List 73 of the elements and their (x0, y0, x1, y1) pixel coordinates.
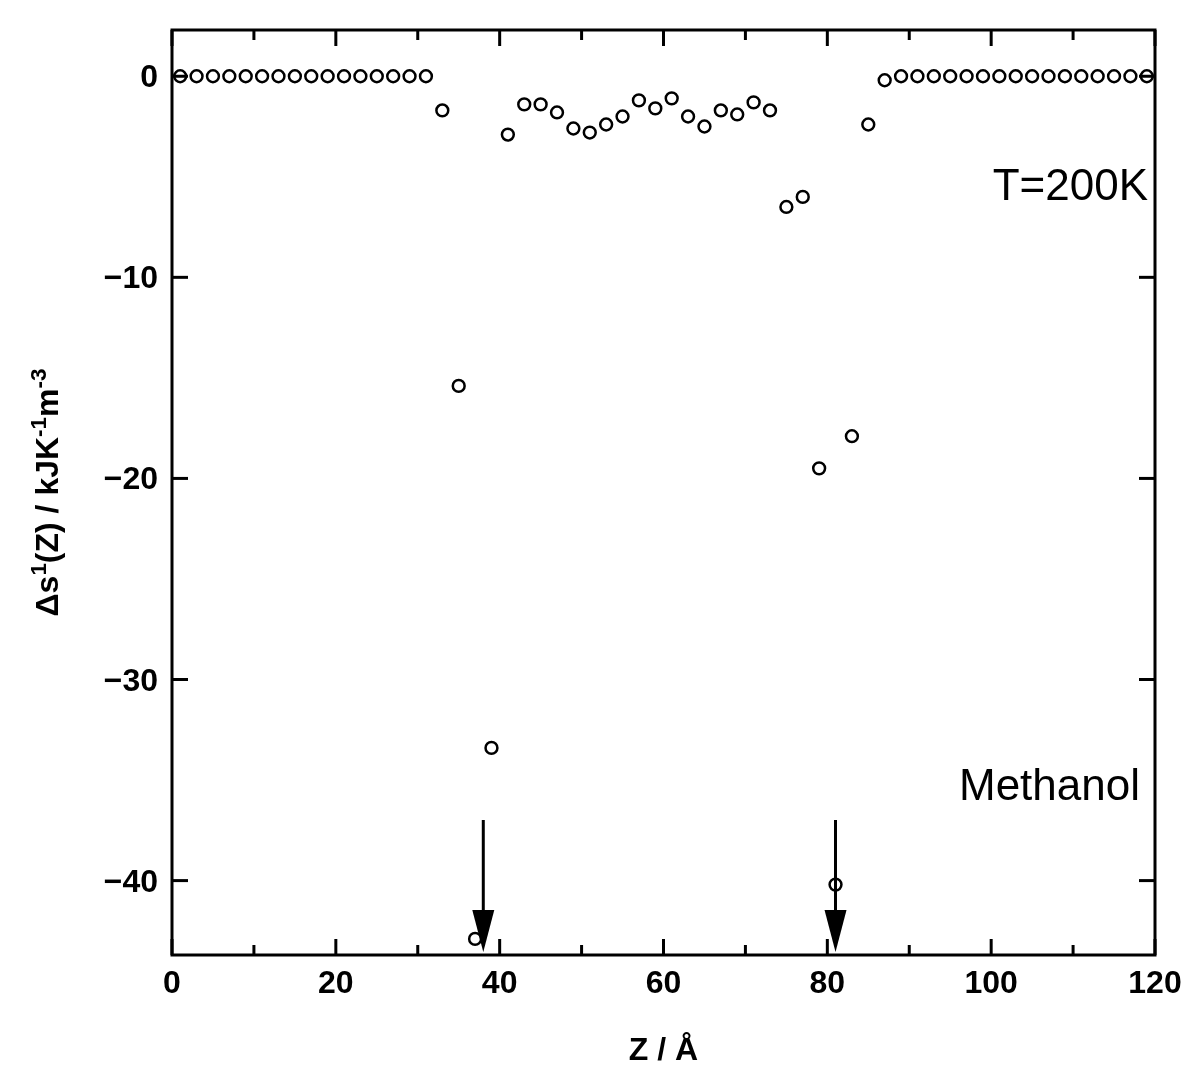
point (1024, 69, 1040, 84)
point (566, 121, 581, 136)
annotation: Methanol (958, 760, 1140, 809)
point (386, 69, 401, 84)
point (959, 69, 974, 84)
point (664, 91, 679, 106)
point (1008, 69, 1023, 84)
point (418, 69, 434, 84)
point (238, 69, 253, 84)
point (222, 69, 237, 84)
point (173, 69, 188, 84)
point (1090, 69, 1105, 84)
point (861, 117, 876, 132)
point (893, 69, 909, 84)
point (402, 69, 417, 84)
point (435, 103, 450, 118)
point (910, 69, 925, 84)
annotation: T=200K (992, 160, 1148, 209)
point (762, 103, 778, 118)
y-tick-label: −30 (103, 661, 158, 698)
x-axis-title: Z / Å (628, 1031, 699, 1067)
point (992, 69, 1007, 84)
x-tick-label: 80 (809, 964, 846, 1000)
point (598, 117, 614, 132)
point (877, 73, 892, 88)
x-tick-label: 60 (645, 964, 682, 1000)
point (844, 429, 860, 444)
point (1074, 69, 1089, 84)
y-tick-label: −10 (103, 259, 158, 296)
point (336, 69, 352, 84)
point (549, 105, 565, 120)
point (680, 109, 696, 124)
x-tick-label: 0 (163, 964, 181, 1000)
y-tick-label: 0 (140, 58, 158, 95)
x-tick-label: 100 (964, 964, 1018, 1000)
point (304, 69, 319, 84)
point (713, 103, 729, 118)
point (1041, 69, 1056, 84)
point (648, 101, 663, 116)
x-tick-label: 120 (1128, 964, 1182, 1000)
point (1106, 69, 1122, 84)
point (631, 93, 647, 108)
point (287, 69, 303, 84)
point (975, 69, 991, 84)
point (926, 69, 941, 84)
x-tick-label: 40 (481, 964, 518, 1000)
point (451, 378, 466, 394)
point (271, 69, 286, 84)
point (582, 125, 597, 140)
point (1057, 69, 1073, 84)
point (795, 189, 810, 205)
x-tick-label: 20 (318, 964, 354, 1000)
point (320, 69, 335, 84)
point (353, 69, 368, 84)
point (205, 69, 221, 84)
point (746, 95, 761, 110)
point (500, 127, 516, 142)
point (779, 199, 794, 215)
point (730, 107, 745, 122)
point (697, 119, 712, 134)
point (943, 69, 958, 84)
point (615, 109, 630, 124)
point (189, 69, 204, 84)
point (467, 931, 483, 947)
point (484, 740, 499, 756)
point (828, 877, 843, 892)
point (811, 461, 827, 476)
point (517, 97, 532, 112)
point (254, 69, 270, 84)
point (533, 97, 548, 112)
y-tick-label: −40 (103, 862, 158, 899)
y-tick-label: −20 (103, 460, 158, 497)
point (369, 69, 384, 84)
